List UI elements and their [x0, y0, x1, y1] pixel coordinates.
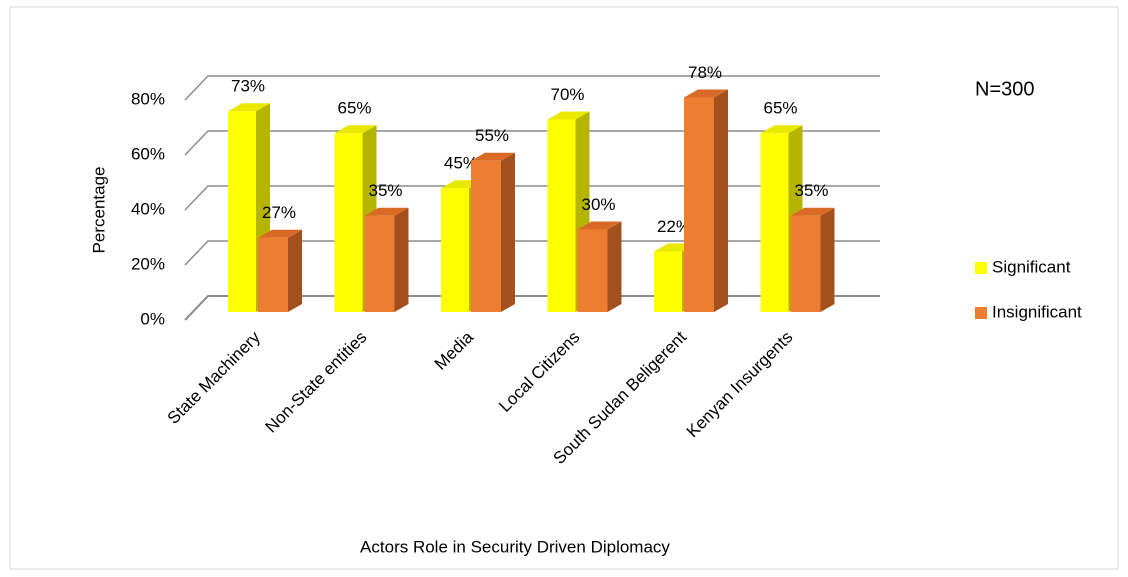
y-tick-label: 20% — [131, 254, 165, 273]
bar-top — [471, 152, 515, 161]
bar-top — [760, 125, 803, 134]
bar — [364, 207, 409, 312]
bar-front — [364, 215, 395, 312]
x-axis-title: Actors Role in Security Driven Diplomacy — [360, 537, 670, 556]
bar-top — [334, 125, 377, 134]
bar — [228, 103, 270, 312]
bar — [577, 221, 622, 312]
y-tick-label: 80% — [131, 89, 165, 108]
bar-top — [228, 103, 270, 112]
legend-swatch — [975, 307, 987, 319]
bar-side — [820, 207, 835, 312]
bar — [684, 89, 728, 312]
data-label: 65% — [337, 99, 371, 118]
y-tick-label: 0% — [140, 309, 165, 328]
grid-line — [184, 130, 880, 156]
bar — [471, 152, 515, 312]
bar-side — [714, 89, 728, 312]
data-label: 35% — [368, 181, 402, 200]
y-tick-label: 40% — [131, 199, 165, 218]
bar-side — [288, 229, 302, 312]
grid-line — [184, 185, 880, 211]
bar-front — [790, 215, 821, 312]
bar-top — [790, 207, 835, 216]
bar-side — [501, 152, 515, 312]
data-label: 78% — [688, 63, 722, 82]
legend-label: Insignificant — [992, 302, 1082, 321]
legend-swatch — [975, 262, 987, 274]
grid-line — [184, 75, 880, 101]
data-label: 70% — [550, 85, 584, 104]
data-label: 35% — [794, 181, 828, 200]
bar-top — [547, 111, 590, 120]
bar-side — [607, 221, 622, 312]
data-label: 55% — [475, 126, 509, 145]
legend-label: Significant — [992, 257, 1071, 276]
bar-front — [577, 229, 608, 312]
bar — [790, 207, 835, 312]
y-axis-title: Percentage — [89, 167, 108, 254]
bar-side — [394, 207, 409, 312]
bar — [258, 229, 302, 312]
bar-front — [471, 160, 501, 312]
bar-top — [364, 207, 409, 216]
annotation: N=300 — [975, 78, 1035, 100]
data-label: 30% — [581, 195, 615, 214]
bar-top — [577, 221, 622, 230]
bar-front — [684, 97, 714, 312]
data-label: 22% — [657, 217, 691, 236]
bar-top — [258, 229, 302, 238]
bar-front — [258, 237, 288, 312]
bar-front — [547, 119, 576, 312]
data-label: 73% — [231, 77, 265, 96]
data-label: 65% — [763, 99, 797, 118]
bar-top — [684, 89, 728, 98]
bar-front — [228, 111, 256, 312]
bar-front — [441, 188, 469, 312]
grid-line — [184, 240, 880, 266]
bar-front — [760, 133, 789, 312]
data-label: 45% — [444, 154, 478, 173]
y-tick-label: 60% — [131, 144, 165, 163]
bar-front — [654, 251, 682, 312]
data-label: 27% — [262, 203, 296, 222]
bar-front — [334, 133, 363, 312]
